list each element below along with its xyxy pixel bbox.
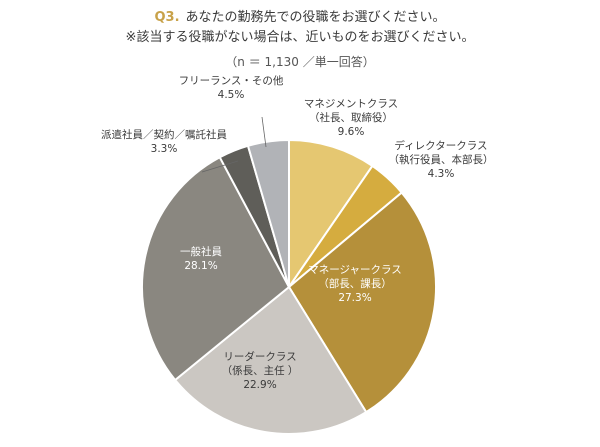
slice-name-label: （部長、課長） xyxy=(318,277,392,290)
slice-value-label: 9.6% xyxy=(338,126,365,138)
question-line-2: ※該当する役職がない場合は、近いものをお選びください。 xyxy=(125,30,475,45)
slice-label: リーダークラス（係長、主任 ） 22.9% xyxy=(222,350,299,391)
leader-line xyxy=(261,116,267,148)
slice-name-label: （係長、主任 ） xyxy=(222,364,299,377)
pie-slices xyxy=(141,138,437,435)
leader-line xyxy=(201,160,239,173)
slice-value-label: 4.5% xyxy=(218,89,245,101)
slice-labels: マネジメントクラス（社長、取締役） 9.6% ディレクタークラス（執行役員、本部長）… xyxy=(101,74,494,391)
slice-label: マネージャークラス（部長、課長） 27.3% xyxy=(308,264,402,304)
slice-label: 一般社員 28.1% xyxy=(180,245,222,272)
slice-name-label: 派遣社員／契約／嘱託社員 xyxy=(101,128,227,141)
slice-name-label: ディレクタークラス xyxy=(394,139,487,152)
question-number: Q3. xyxy=(154,10,180,25)
sample-note: （n ＝ 1,130 ／単一回答） xyxy=(225,55,375,69)
slice-name-label: リーダークラス xyxy=(223,350,296,363)
slice-value-label: 4.3% xyxy=(428,168,455,180)
pie-slice xyxy=(246,138,290,288)
slice-value-label: 27.3% xyxy=(338,292,371,304)
pie-slice xyxy=(141,155,291,382)
question-line-1: Q3. あなたの勤務先での役職をお選びください。 xyxy=(0,8,600,28)
slice-name-label: マネジメントクラス xyxy=(304,98,398,110)
slice-value-label: 22.9% xyxy=(243,379,276,391)
slice-label: 派遣社員／契約／嘱託社員 3.3% xyxy=(101,128,227,155)
pie-slice xyxy=(173,285,368,435)
slice-name-label: マネージャークラス xyxy=(308,264,402,276)
slice-name-label: （社長、取締役） xyxy=(309,111,393,124)
slice-name-label: 一般社員 xyxy=(180,245,222,258)
slice-label: ディレクタークラス（執行役員、本部長） 4.3% xyxy=(389,139,494,180)
slice-name-label: （執行役員、本部長） xyxy=(389,153,494,166)
leader-lines xyxy=(201,116,267,173)
slice-name-label: フリーランス・その他 xyxy=(179,74,284,87)
slice-label: マネジメントクラス（社長、取締役） 9.6% xyxy=(304,98,398,138)
pie-slice xyxy=(288,138,374,291)
pie-slice xyxy=(287,191,437,414)
question-text: あなたの勤務先での役職をお選びください。 xyxy=(185,10,446,25)
slice-value-label: 28.1% xyxy=(184,260,217,272)
slice-value-label: 3.3% xyxy=(151,143,178,155)
chart-header: Q3. あなたの勤務先での役職をお選びください。 ※該当する役職がない場合は、近い… xyxy=(0,8,600,72)
slice-label: フリーランス・その他 4.5% xyxy=(179,74,284,101)
